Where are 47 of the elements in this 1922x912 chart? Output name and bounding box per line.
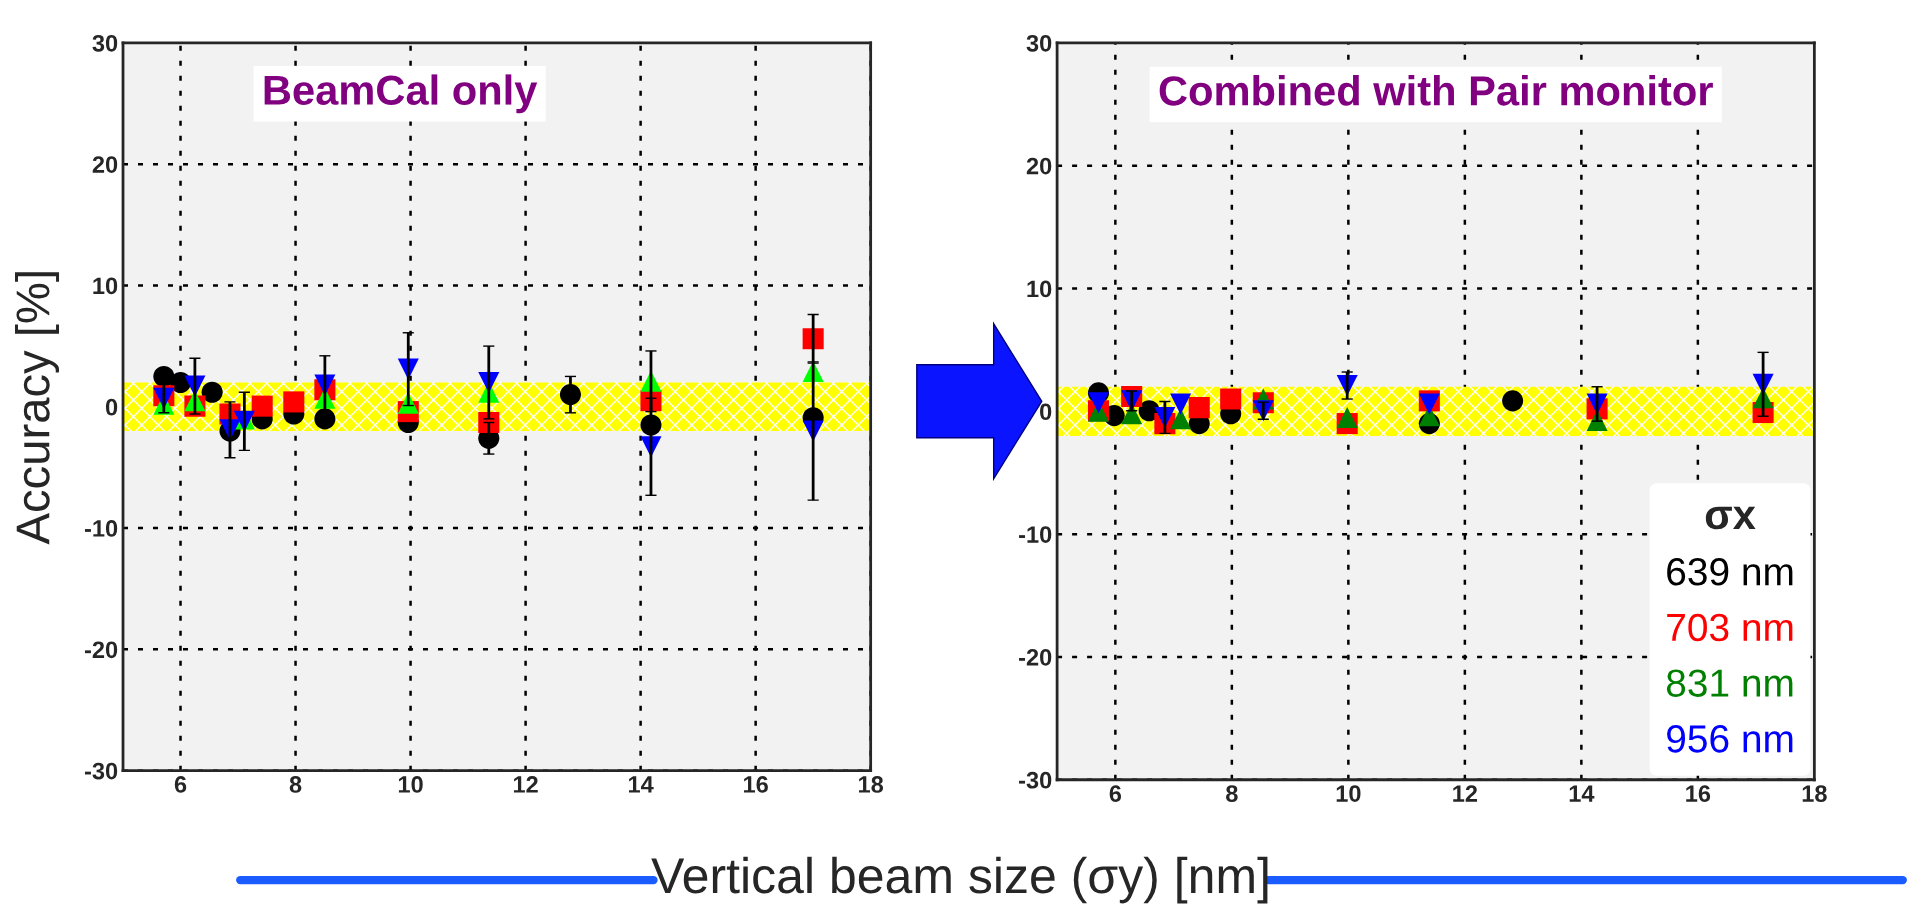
annotation: Combined with Pair monitor: [1159, 75, 1713, 106]
y-tick-label: 30: [92, 34, 118, 52]
x-tick-label: 12: [513, 776, 538, 793]
y-tick-label: 0: [1040, 403, 1052, 421]
x-tick-label: 12: [1453, 785, 1478, 802]
point: [201, 381, 223, 403]
y-tick-label: 10: [1027, 280, 1052, 298]
text: 703 nm: [1667, 613, 1793, 642]
y-tick-label: -10: [84, 520, 118, 537]
text: 956 nm: [1667, 725, 1793, 753]
y-axis-title: Accuracy [%]: [15, 272, 60, 545]
x-tick-label: 6: [1109, 785, 1122, 802]
y-tick-label: -10: [1019, 526, 1052, 543]
y-tick-label: -30: [84, 762, 118, 780]
x-tick-label: 18: [1802, 785, 1827, 802]
point: [1220, 388, 1242, 410]
point: [1502, 390, 1524, 412]
y-tick-label: -30: [1019, 771, 1052, 789]
x-tick-label: 10: [1336, 785, 1361, 802]
x-tick-label: 14: [628, 776, 654, 793]
x-tick-label: 16: [1686, 785, 1711, 802]
point: [251, 395, 273, 417]
point: [1087, 392, 1109, 414]
text: 639 nm: [1667, 558, 1793, 586]
y-tick-label: 10: [93, 277, 118, 295]
legend-title: σx: [1705, 506, 1756, 530]
y-tick-label: -20: [1019, 649, 1052, 666]
text: 831 nm: [1666, 669, 1793, 697]
y-tick-label: -20: [84, 641, 118, 659]
y-tick-label: 20: [1026, 157, 1052, 175]
x-tick-label: 8: [289, 776, 302, 793]
y-tick-label: 20: [92, 156, 118, 173]
y-tick-label: 0: [105, 398, 118, 416]
x-tick-label: 6: [174, 776, 187, 793]
point: [1170, 393, 1192, 415]
x-tick-label: 14: [1569, 785, 1595, 802]
x-tick-label: 18: [859, 776, 884, 793]
point: [1188, 397, 1210, 419]
x-tick-label: 10: [398, 776, 423, 793]
y-tick-label: 30: [1026, 34, 1052, 52]
point: [283, 391, 305, 413]
annotation: BeamCal only: [264, 74, 538, 114]
point: [1336, 406, 1358, 428]
point: [314, 408, 336, 430]
x-axis-title: Vertical beam size (σy) [nm]: [651, 856, 1268, 904]
x-tick-label: 16: [744, 776, 768, 793]
x-tick-label: 8: [1226, 785, 1238, 802]
